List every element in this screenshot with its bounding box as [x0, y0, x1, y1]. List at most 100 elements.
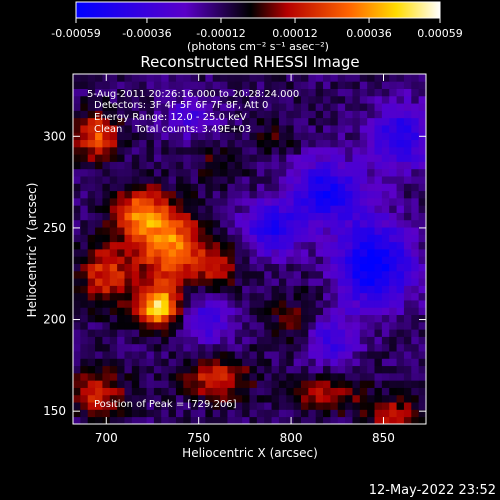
heatmap-cell [95, 321, 103, 330]
heatmap-cell [124, 343, 133, 352]
heatmap-cell [367, 263, 375, 272]
heatmap-cell [337, 161, 346, 170]
heatmap-cell [117, 329, 125, 337]
heatmap-cell [264, 125, 272, 133]
heatmap-cell [168, 154, 177, 162]
heatmap-cell [403, 249, 412, 257]
heatmap-cell [131, 103, 140, 111]
heatmap-cell [286, 176, 295, 184]
heatmap-cell [367, 117, 375, 126]
heatmap-cell [367, 329, 375, 337]
heatmap-cell [345, 278, 353, 286]
heatmap-cell [124, 146, 133, 155]
heatmap-cell [234, 263, 243, 272]
heatmap-cell [198, 394, 206, 403]
heatmap-cell [352, 132, 361, 141]
heatmap-cell [345, 139, 353, 148]
heatmap-cell [352, 219, 361, 228]
heatmap-cell [374, 219, 383, 228]
heatmap-cell [308, 343, 317, 352]
heatmap-cell [271, 219, 280, 228]
heatmap-cell [131, 343, 140, 352]
heatmap-cell [161, 365, 169, 374]
heatmap-cell [183, 351, 192, 359]
heatmap-cell [139, 227, 147, 235]
heatmap-cell [396, 183, 405, 192]
heatmap-cell [87, 307, 96, 316]
heatmap-cell [109, 292, 118, 301]
heatmap-cell [139, 110, 147, 119]
heatmap-cell [227, 249, 236, 257]
heatmap-cell [367, 292, 375, 301]
heatmap-cell [330, 300, 339, 308]
heatmap-cell [300, 278, 309, 286]
heatmap-cell [352, 336, 361, 345]
heatmap-cell [146, 416, 155, 425]
heatmap-cell [139, 336, 147, 345]
heatmap-cell [345, 351, 353, 359]
heatmap-cell [124, 380, 133, 388]
heatmap-cell [337, 125, 346, 133]
heatmap-cell [293, 110, 302, 119]
heatmap-cell [381, 95, 390, 104]
heatmap-cell [124, 321, 133, 330]
heatmap-cell [153, 197, 162, 206]
heatmap-cell [242, 270, 250, 279]
heatmap-cell [352, 249, 361, 257]
heatmap-cell [242, 300, 250, 308]
heatmap-cell [220, 416, 228, 425]
heatmap-cell [95, 132, 103, 141]
heatmap-cell [175, 146, 184, 155]
heatmap-cell [198, 365, 206, 374]
heatmap-cell [212, 365, 221, 374]
heatmap-cell [124, 256, 133, 264]
heatmap-cell [102, 343, 111, 352]
heatmap-cell [381, 110, 390, 119]
heatmap-cell [87, 380, 96, 388]
heatmap-cell [161, 351, 169, 359]
heatmap-cell [315, 249, 324, 257]
heatmap-cell [367, 190, 375, 199]
heatmap-cell [117, 292, 125, 301]
heatmap-cell [359, 300, 368, 308]
heatmap-cell [190, 183, 199, 192]
heatmap-cell [256, 314, 265, 323]
heatmap-cell [278, 74, 287, 82]
heatmap-cell [330, 336, 339, 345]
heatmap-cell [278, 227, 287, 235]
heatmap-cell [117, 154, 125, 162]
heatmap-cell [381, 154, 390, 162]
colorbar-tick-label: -0.00059 [51, 27, 100, 40]
heatmap-cell [315, 329, 324, 337]
heatmap-cell [271, 270, 280, 279]
heatmap-cell [146, 380, 155, 388]
heatmap-cell [337, 387, 346, 396]
heatmap-cell [87, 372, 96, 381]
heatmap-cell [264, 176, 272, 184]
heatmap-cell [256, 212, 265, 221]
heatmap-cell [175, 154, 184, 162]
heatmap-cell [190, 161, 199, 170]
heatmap-cell [293, 74, 302, 82]
heatmap-cell [95, 256, 103, 264]
heatmap-cell [249, 300, 258, 308]
heatmap-cell [418, 212, 427, 221]
heatmap-cell [212, 110, 221, 119]
heatmap-cell [242, 146, 250, 155]
heatmap-cell [168, 81, 177, 89]
heatmap-cell [190, 74, 199, 82]
heatmap-cell [80, 154, 89, 162]
heatmap-cell [352, 183, 361, 192]
heatmap-cell [300, 146, 309, 155]
heatmap-cell [367, 219, 375, 228]
heatmap-cell [389, 146, 397, 155]
heatmap-cell [381, 292, 390, 301]
heatmap-cell [286, 307, 295, 316]
heatmap-cell [220, 103, 228, 111]
heatmap-cell [161, 176, 169, 184]
heatmap-cell [146, 190, 155, 199]
heatmap-cell [95, 234, 103, 243]
heatmap-cell [374, 212, 383, 221]
heatmap-cell [117, 219, 125, 228]
heatmap-cell [381, 372, 390, 381]
